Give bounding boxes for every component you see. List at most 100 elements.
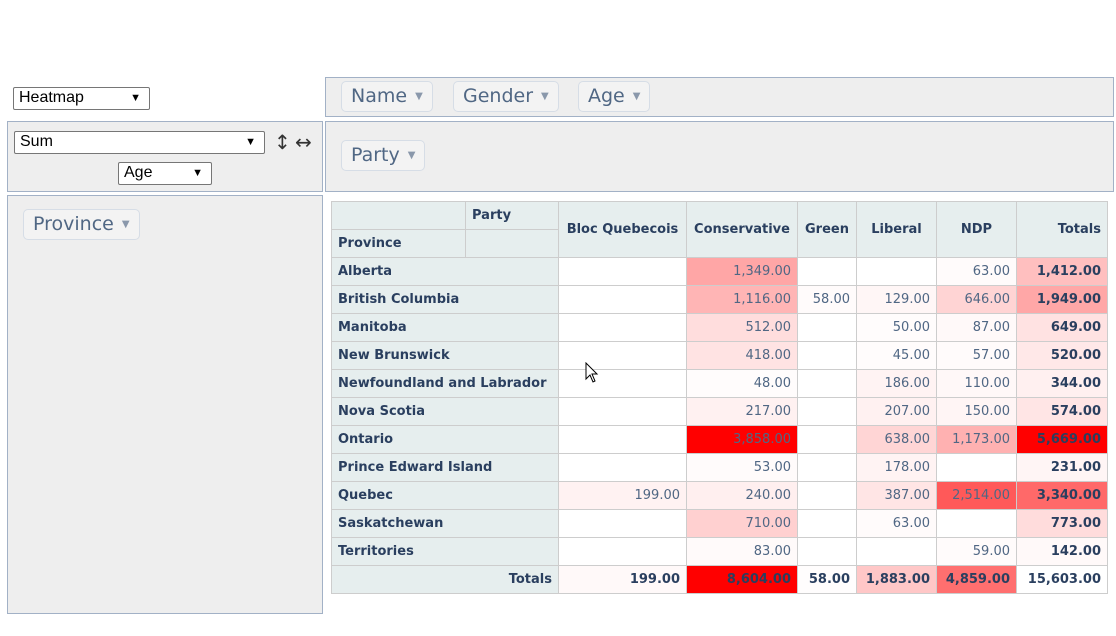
- col-total-cell: 4,859.00: [936, 565, 1017, 594]
- value-cell: [558, 537, 687, 566]
- value-cell: [936, 509, 1017, 538]
- value-cell: 63.00: [936, 257, 1017, 286]
- triangle-down-icon[interactable]: ▼: [407, 150, 416, 161]
- table-row: Nova Scotia 217.00 207.00 150.00 574.00: [331, 397, 1108, 426]
- table-row: Manitoba 512.00 50.00 87.00 649.00: [331, 313, 1108, 342]
- col-order-toggle-icon[interactable]: ↔: [295, 130, 312, 154]
- row-header: Newfoundland and Labrador: [331, 369, 559, 398]
- value-cell: 83.00: [686, 537, 798, 566]
- corner-empty-cell: [465, 229, 559, 258]
- col-total-cell: 8,604.00: [686, 565, 798, 594]
- triangle-down-icon[interactable]: ▼: [541, 91, 549, 102]
- row-header: New Brunswick: [331, 341, 559, 370]
- value-cell: [936, 453, 1017, 482]
- triangle-down-icon[interactable]: ▼: [415, 91, 423, 102]
- value-cell: 45.00: [856, 341, 937, 370]
- row-total-cell: 231.00: [1016, 453, 1108, 482]
- value-cell: [797, 481, 857, 510]
- value-cell: 646.00: [936, 285, 1017, 314]
- col-total-cell: 58.00: [797, 565, 857, 594]
- attribute-pill-party[interactable]: Party ▼: [341, 140, 426, 171]
- row-header: British Columbia: [331, 285, 559, 314]
- row-total-cell: 649.00: [1016, 313, 1108, 342]
- value-cell: 58.00: [797, 285, 857, 314]
- value-cell: 512.00: [686, 313, 798, 342]
- value-cell: [797, 453, 857, 482]
- aggregator-attribute-select[interactable]: Age ▼: [118, 162, 212, 185]
- value-cell: [797, 397, 857, 426]
- row-total-cell: 142.00: [1016, 537, 1108, 566]
- row-total-cell: 574.00: [1016, 397, 1108, 426]
- attribute-pill-label: Party: [351, 144, 400, 166]
- value-cell: 57.00: [936, 341, 1017, 370]
- row-header: Ontario: [331, 425, 559, 454]
- value-cell: 418.00: [686, 341, 798, 370]
- row-total-cell: 520.00: [1016, 341, 1108, 370]
- value-cell: 87.00: [936, 313, 1017, 342]
- value-cell: 129.00: [856, 285, 937, 314]
- row-header: Territories: [331, 537, 559, 566]
- attribute-pill-label: Gender: [463, 85, 534, 107]
- attribute-pill-age[interactable]: Age ▼: [578, 81, 651, 112]
- value-cell: [797, 313, 857, 342]
- table-row: Alberta 1,349.00 63.00 1,412.00: [331, 257, 1108, 286]
- value-cell: 59.00: [936, 537, 1017, 566]
- value-cell: [558, 257, 687, 286]
- value-cell: 2,514.00: [936, 481, 1017, 510]
- value-cell: 50.00: [856, 313, 937, 342]
- row-header: Prince Edward Island: [331, 453, 559, 482]
- triangle-down-icon[interactable]: ▼: [632, 91, 641, 102]
- pivot-table: Party Bloc Quebecois Conservative Green …: [331, 201, 1108, 594]
- value-cell: 1,349.00: [686, 257, 798, 286]
- attribute-pill-province[interactable]: Province ▼: [23, 209, 140, 240]
- chevron-down-icon: ▼: [245, 136, 256, 148]
- value-cell: 110.00: [936, 369, 1017, 398]
- value-cell: 217.00: [686, 397, 798, 426]
- triangle-down-icon[interactable]: ▼: [121, 219, 130, 230]
- table-row: Ontario 3,858.00 638.00 1,173.00 5,669.00: [331, 425, 1108, 454]
- corner-col-attribute-label: Party: [465, 201, 559, 230]
- value-cell: 53.00: [686, 453, 798, 482]
- table-row: Quebec 199.00 240.00 387.00 2,514.00 3,340.00: [331, 481, 1108, 510]
- aggregator-attribute-value: Age: [124, 164, 153, 181]
- value-cell: [797, 341, 857, 370]
- col-header-green: Green: [797, 201, 857, 258]
- value-cell: 186.00: [856, 369, 937, 398]
- value-cell: [558, 453, 687, 482]
- row-header: Saskatchewan: [331, 509, 559, 538]
- grand-total-cell: 15,603.00: [1016, 565, 1108, 594]
- col-header-liberal: Liberal: [856, 201, 937, 258]
- row-total-cell: 773.00: [1016, 509, 1108, 538]
- value-cell: [558, 285, 687, 314]
- totals-row: Totals 199.00 8,604.00 58.00 1,883.00 4,…: [331, 565, 1108, 594]
- value-cell: 207.00: [856, 397, 937, 426]
- chevron-down-icon: ▼: [192, 167, 203, 179]
- attribute-pill-gender[interactable]: Gender ▼: [453, 81, 559, 112]
- value-cell: 240.00: [686, 481, 798, 510]
- aggregator-panel: Sum ▼ ↕ ↔ Age ▼: [7, 121, 323, 192]
- row-header: Quebec: [331, 481, 559, 510]
- value-cell: [797, 257, 857, 286]
- value-cell: [558, 313, 687, 342]
- aggregator-select-value: Sum: [20, 133, 53, 150]
- table-row: British Columbia 1,116.00 58.00 129.00 646.0…: [331, 285, 1108, 314]
- row-order-toggle-icon[interactable]: ↕: [274, 130, 291, 154]
- attribute-pill-label: Age: [588, 85, 625, 107]
- row-total-cell: 3,340.00: [1016, 481, 1108, 510]
- value-cell: [797, 537, 857, 566]
- column-attributes-panel: Party ▼: [325, 121, 1114, 192]
- col-header-conservative: Conservative: [686, 201, 798, 258]
- aggregator-select[interactable]: Sum ▼: [14, 131, 265, 154]
- row-header: Manitoba: [331, 313, 559, 342]
- renderer-select[interactable]: Heatmap ▼: [13, 87, 150, 110]
- attribute-pill-name[interactable]: Name ▼: [341, 81, 433, 112]
- value-cell: [558, 425, 687, 454]
- value-cell: [558, 341, 687, 370]
- value-cell: [558, 369, 687, 398]
- attribute-pill-label: Name: [351, 85, 408, 107]
- value-cell: 63.00: [856, 509, 937, 538]
- table-row: Prince Edward Island 53.00 178.00 231.00: [331, 453, 1108, 482]
- col-total-cell: 199.00: [558, 565, 687, 594]
- value-cell: 1,116.00: [686, 285, 798, 314]
- row-total-cell: 1,949.00: [1016, 285, 1108, 314]
